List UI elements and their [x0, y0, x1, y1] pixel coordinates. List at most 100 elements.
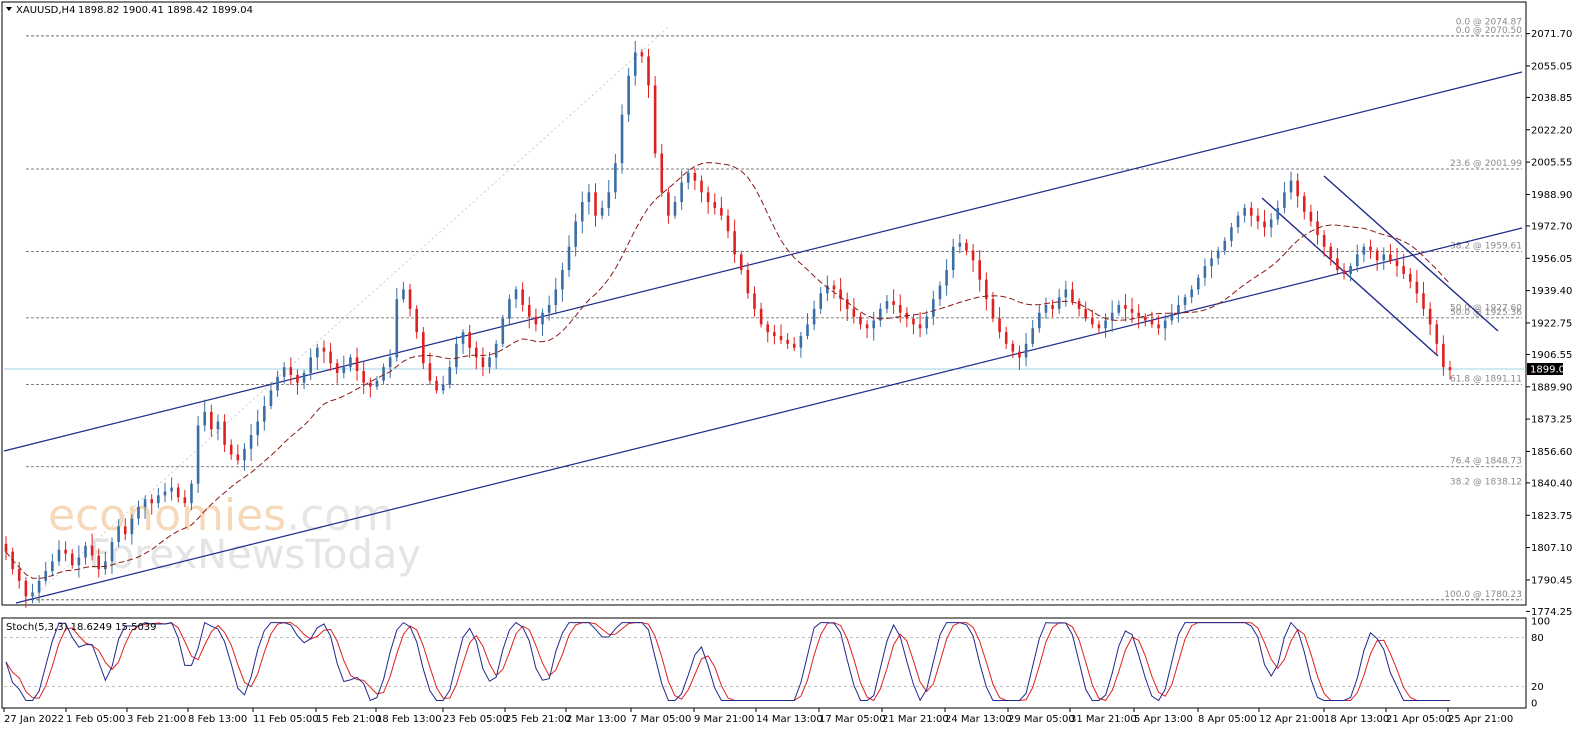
price-tick-label: 1856.60 — [1531, 447, 1572, 458]
candle-body — [1104, 320, 1107, 329]
candle-body — [865, 324, 869, 329]
candle-body — [1329, 246, 1333, 259]
price-tick-label: 2038.85 — [1531, 93, 1572, 104]
price-tick-label: 1840.40 — [1531, 478, 1572, 489]
price-tick-label: 1906.55 — [1531, 350, 1572, 361]
candle-body — [720, 207, 723, 216]
time-tick-label: 5 Apr 13:00 — [1134, 714, 1193, 725]
candle-body — [521, 289, 524, 305]
candle-body — [1183, 297, 1187, 305]
candle-body — [1084, 308, 1087, 319]
candle-body — [276, 376, 279, 391]
time-tick-label: 15 Feb 21:00 — [316, 714, 382, 725]
candle-body — [24, 580, 28, 597]
candle-body — [1011, 343, 1015, 352]
fib-level-label: 38.2 @ 1959.61 — [1450, 241, 1522, 251]
time-axis: 27 Jan 2022 1 Feb 05:00 3 Feb 21:00 8 Feb 1… — [3, 708, 1513, 725]
time-tick-label: 18 Apr 13:00 — [1324, 714, 1389, 725]
candle-body — [488, 357, 491, 368]
candle-body — [1071, 289, 1074, 302]
candle-body — [1302, 196, 1306, 212]
candle-body — [335, 363, 339, 373]
candle-body — [461, 332, 465, 344]
candle-body — [1044, 304, 1048, 313]
price-tick-label: 2005.55 — [1531, 158, 1572, 169]
current-price-tag-bg — [1527, 363, 1563, 375]
candle-body — [951, 246, 955, 271]
time-tick-label: 27 Jan 2022 — [4, 714, 64, 725]
price-tick-label: 1988.90 — [1531, 190, 1572, 201]
candle-body — [263, 405, 266, 422]
candle-body — [1170, 312, 1174, 321]
candle-body — [236, 454, 240, 461]
candle-body — [686, 172, 690, 183]
candle-body — [1024, 343, 1028, 358]
time-tick-label: 29 Mar 05:00 — [1008, 714, 1075, 725]
candle-body — [355, 357, 359, 372]
candle-body — [1051, 304, 1054, 309]
fib-level-label: 76.4 @ 1848.73 — [1450, 457, 1522, 467]
candle-body — [607, 192, 611, 208]
candle-body — [1336, 258, 1339, 271]
candle-body — [713, 202, 717, 208]
candle-body — [196, 425, 200, 484]
candle-body — [541, 312, 544, 325]
main-panel-frame — [1, 1, 1527, 606]
candle-body — [1342, 270, 1346, 274]
candle-body — [216, 421, 220, 430]
candle-body — [375, 380, 379, 387]
candle-body — [1428, 308, 1432, 325]
price-tick-label: 2055.05 — [1531, 61, 1572, 72]
candle-body — [369, 382, 372, 387]
candle-body — [316, 347, 319, 358]
candle-body — [879, 308, 882, 321]
candle-body — [554, 289, 558, 305]
candle-body — [243, 448, 246, 461]
candle-body — [766, 324, 770, 333]
candle-body — [912, 318, 915, 325]
candle-body — [925, 316, 929, 329]
candle-body — [726, 215, 730, 232]
candle-body — [190, 483, 193, 504]
candle-body — [422, 332, 425, 364]
time-tick-label: 25 Feb 21:00 — [505, 714, 571, 725]
fib-level-label: 50.0 @ 1927.60 — [1450, 304, 1522, 314]
symbol-dropdown-icon[interactable] — [6, 7, 12, 11]
candle-body — [269, 390, 273, 406]
candle-body — [481, 357, 485, 368]
time-tick-label: 12 Apr 21:00 — [1259, 714, 1324, 725]
fibonacci-levels: 0.0 @ 2074.870.0 @ 2070.50 23.6 @ 2001.99… — [26, 17, 1522, 601]
candle-body — [985, 279, 988, 300]
candle-body — [97, 555, 101, 570]
candle-body — [574, 221, 577, 247]
candle-body — [733, 231, 736, 255]
candle-body — [84, 545, 87, 558]
time-tick-label: 11 Feb 05:00 — [253, 714, 319, 725]
candle-body — [435, 380, 438, 391]
price-tick-label: 1807.10 — [1531, 543, 1572, 554]
fib-level-label: 23.6 @ 2001.99 — [1450, 159, 1522, 169]
candle-body — [945, 270, 948, 286]
candle-body — [296, 374, 299, 383]
candle-body — [455, 343, 458, 368]
time-tick-label: 8 Apr 05:00 — [1198, 714, 1257, 725]
candle-body — [1276, 207, 1280, 220]
candle-body — [1130, 308, 1134, 313]
trend-lines — [3, 27, 1524, 604]
symbol-label: XAUUSD,H4 — [16, 5, 75, 16]
candle-body — [1395, 260, 1399, 267]
candle-body — [898, 304, 902, 313]
candle-body — [812, 308, 816, 325]
candle-body — [137, 506, 140, 519]
candle-body — [1216, 250, 1220, 259]
fib-level-label: 38.2 @ 1838.12 — [1450, 477, 1522, 487]
candle-body — [51, 561, 54, 572]
candle-body — [1269, 219, 1273, 228]
candle-body — [501, 318, 505, 344]
candle-body — [44, 571, 48, 581]
descending-channel-upper — [1323, 175, 1499, 332]
time-tick-label: 1 Feb 05:00 — [66, 714, 125, 725]
candle-body — [322, 347, 326, 352]
